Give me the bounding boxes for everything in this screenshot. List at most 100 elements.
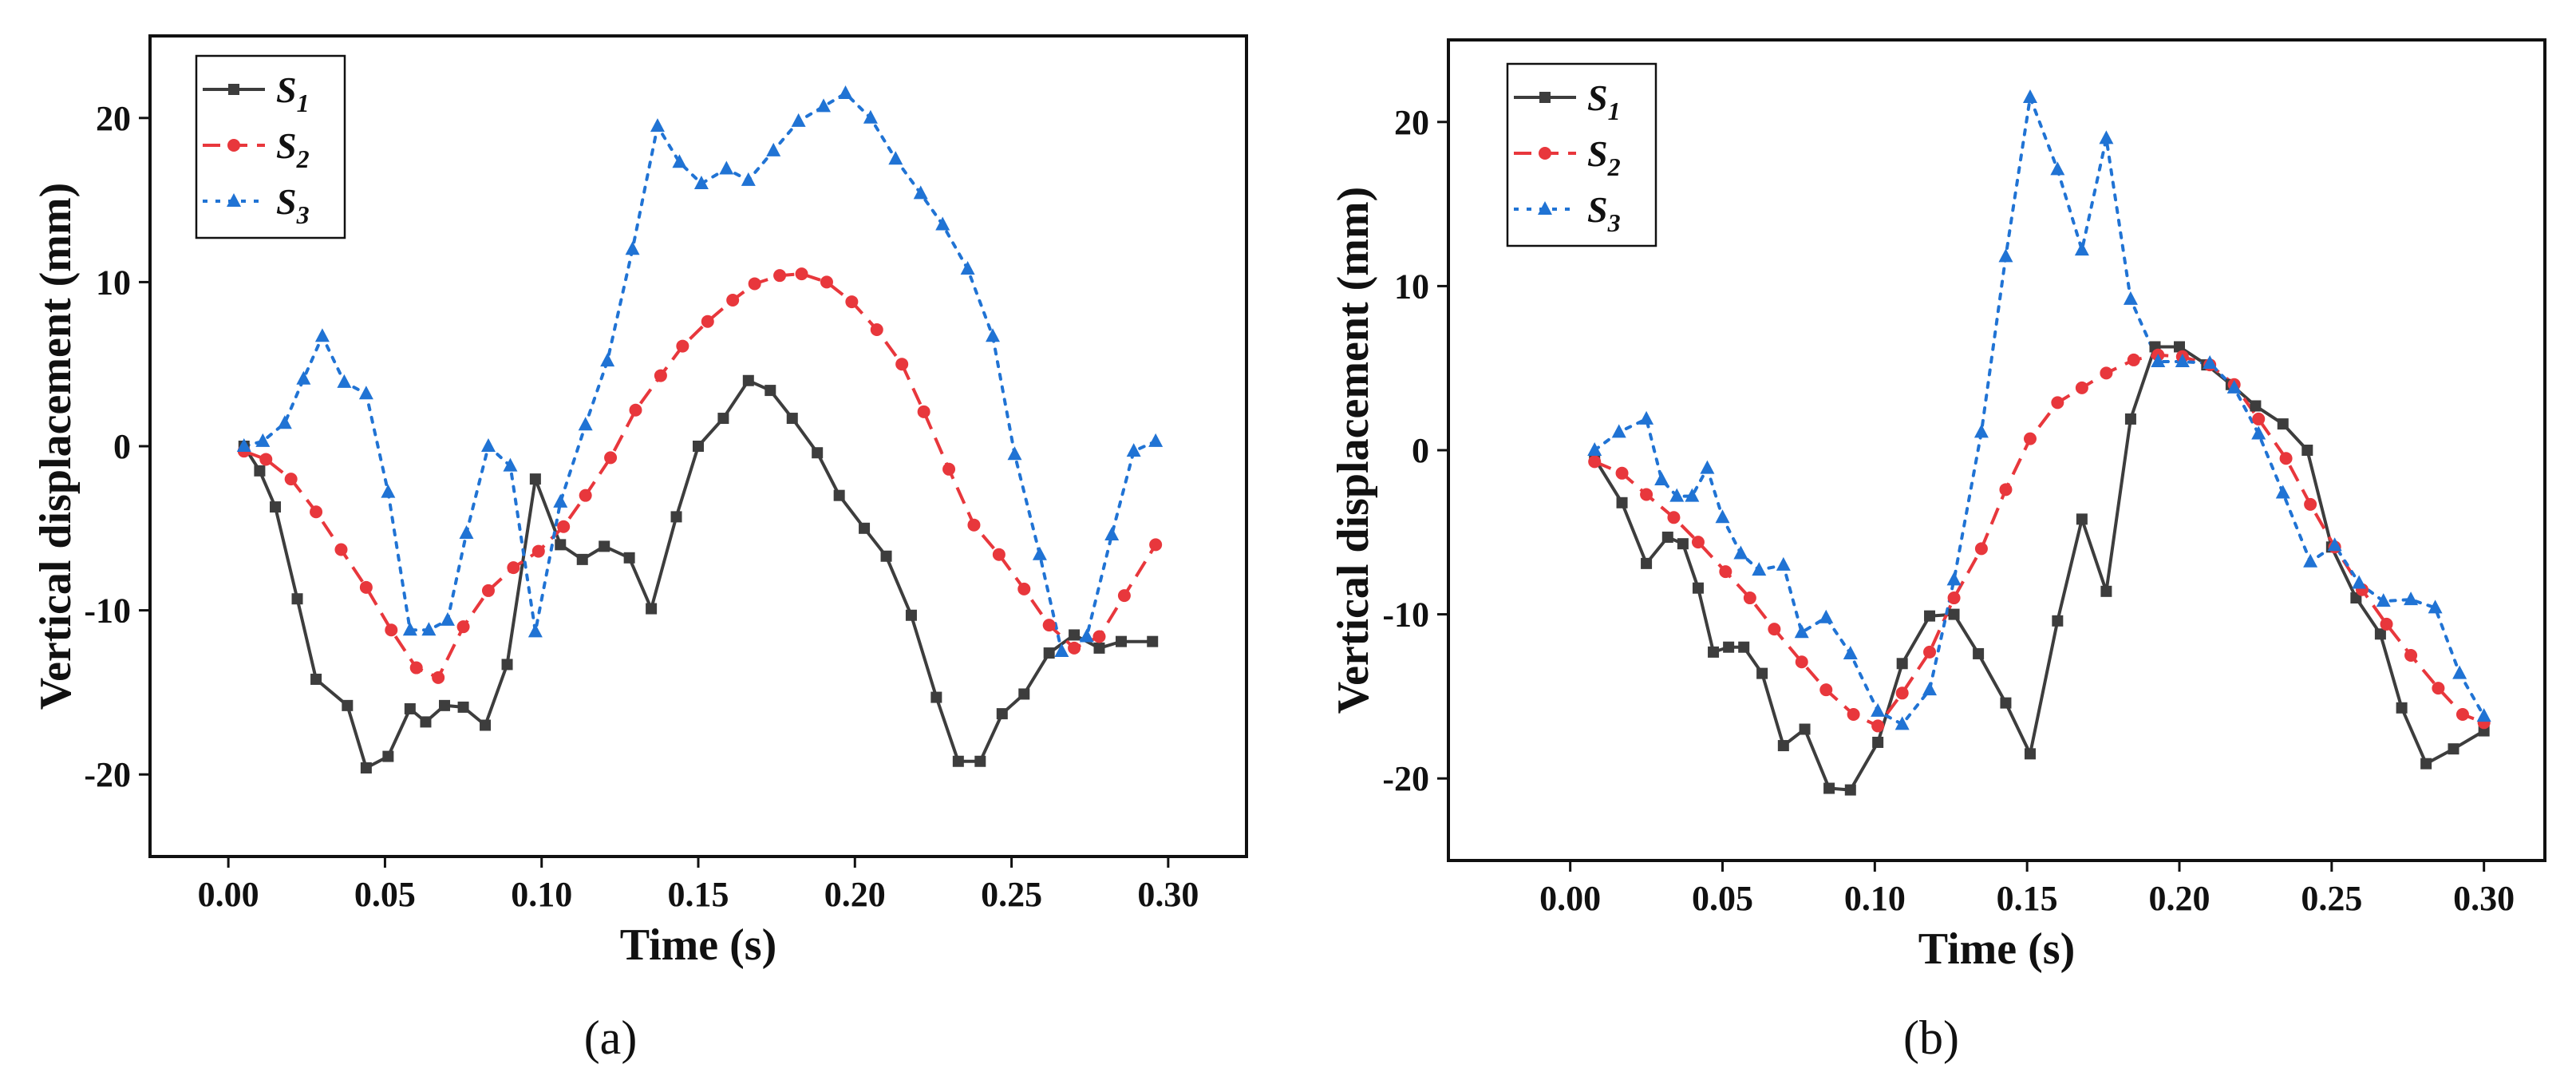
data-point <box>913 185 928 200</box>
data-point <box>553 493 568 508</box>
data-point <box>1677 538 1689 550</box>
legend-subscript: 1 <box>1608 97 1621 125</box>
data-point <box>693 176 709 190</box>
data-point <box>1708 646 1720 658</box>
data-point <box>967 518 981 532</box>
data-point <box>420 716 432 728</box>
data-point <box>1743 591 1756 605</box>
x-tick-label: 0.15 <box>668 875 729 914</box>
data-point <box>507 561 520 575</box>
data-point <box>1615 466 1629 480</box>
legend-marker <box>1539 92 1551 103</box>
data-point <box>701 315 714 328</box>
data-point <box>1768 623 1781 636</box>
data-point <box>359 580 373 594</box>
data-point <box>2396 702 2408 714</box>
data-point <box>2277 418 2289 430</box>
data-point <box>501 659 513 671</box>
data-point <box>2428 599 2443 614</box>
data-point <box>1738 641 1750 653</box>
legend-label: S1 <box>1587 77 1621 125</box>
data-point <box>432 671 445 684</box>
y-tick-label: -10 <box>84 591 131 631</box>
data-point <box>291 593 303 605</box>
data-point <box>1104 527 1120 541</box>
legend-marker <box>1538 201 1552 215</box>
data-point <box>1819 683 1833 697</box>
data-point <box>1794 624 1809 639</box>
data-point <box>1819 609 1834 623</box>
data-point <box>1923 645 1937 659</box>
data-point <box>1661 531 1673 543</box>
data-point <box>2050 161 2065 176</box>
x-tick-label: 0.30 <box>2453 879 2515 918</box>
data-point <box>1691 536 1705 549</box>
legend-marker <box>228 84 239 95</box>
data-point <box>670 511 682 523</box>
data-point <box>1715 509 1730 524</box>
series-line-s2 <box>243 272 1157 679</box>
data-point <box>833 489 845 501</box>
data-point <box>259 453 273 466</box>
data-point <box>672 154 687 168</box>
data-point <box>693 441 704 452</box>
data-point <box>1126 443 1141 457</box>
data-point <box>2051 396 2064 409</box>
data-point <box>382 750 394 762</box>
x-tick-label: 0.00 <box>198 875 259 914</box>
y-tick-label: -20 <box>84 755 131 794</box>
y-tick-label: 0 <box>113 427 131 466</box>
data-point <box>625 241 640 255</box>
data-point <box>905 609 917 621</box>
data-point <box>2303 553 2318 568</box>
data-point <box>1922 682 1938 696</box>
data-point <box>717 413 729 425</box>
data-point <box>529 473 541 485</box>
series-line-s1 <box>243 378 1153 770</box>
chart-panel-a: 0.00 0.05 0.10 0.15 0.20 0.25 0.30-20-1001020 … <box>31 34 1248 1064</box>
data-point <box>2099 130 2114 144</box>
data-point <box>440 611 455 626</box>
data-point <box>2420 758 2432 770</box>
data-point <box>1639 410 1654 425</box>
data-point <box>845 295 859 309</box>
x-tick-label: 0.05 <box>354 875 416 914</box>
panel-label-b: (b) <box>1903 1011 1959 1064</box>
x-tick-label: 0.25 <box>981 875 1042 914</box>
data-point <box>791 113 806 127</box>
data-point <box>816 98 832 113</box>
data-point <box>1756 667 1768 679</box>
y-tick-label: 20 <box>1394 103 1429 142</box>
data-point <box>1998 248 2013 263</box>
data-point <box>1871 702 1886 717</box>
data-point <box>1847 708 1860 722</box>
data-point <box>1093 642 1105 654</box>
data-point <box>870 323 883 337</box>
data-point <box>1032 546 1047 560</box>
data-point <box>1588 455 1602 469</box>
data-point <box>996 708 1008 720</box>
data-point <box>1092 630 1106 643</box>
data-point <box>2455 708 2469 722</box>
data-point <box>2175 353 2190 367</box>
data-point <box>629 403 642 417</box>
data-point <box>676 339 689 353</box>
data-point <box>481 584 495 597</box>
data-point <box>1700 460 1715 474</box>
data-point <box>1641 557 1653 569</box>
data-point <box>1872 736 1884 748</box>
data-point <box>719 160 734 175</box>
data-point <box>557 520 571 533</box>
data-point <box>812 447 824 459</box>
data-point <box>1723 641 1735 653</box>
data-point <box>2074 242 2089 256</box>
data-point <box>1871 719 1885 733</box>
data-point <box>604 451 618 465</box>
data-point <box>2374 628 2386 640</box>
data-point <box>820 275 833 289</box>
legend-subscript: 2 <box>1607 152 1621 181</box>
y-tick-label: 0 <box>1412 431 1429 470</box>
data-point <box>402 622 417 636</box>
data-point <box>1999 483 2013 497</box>
panel-label-a: (a) <box>584 1011 638 1064</box>
